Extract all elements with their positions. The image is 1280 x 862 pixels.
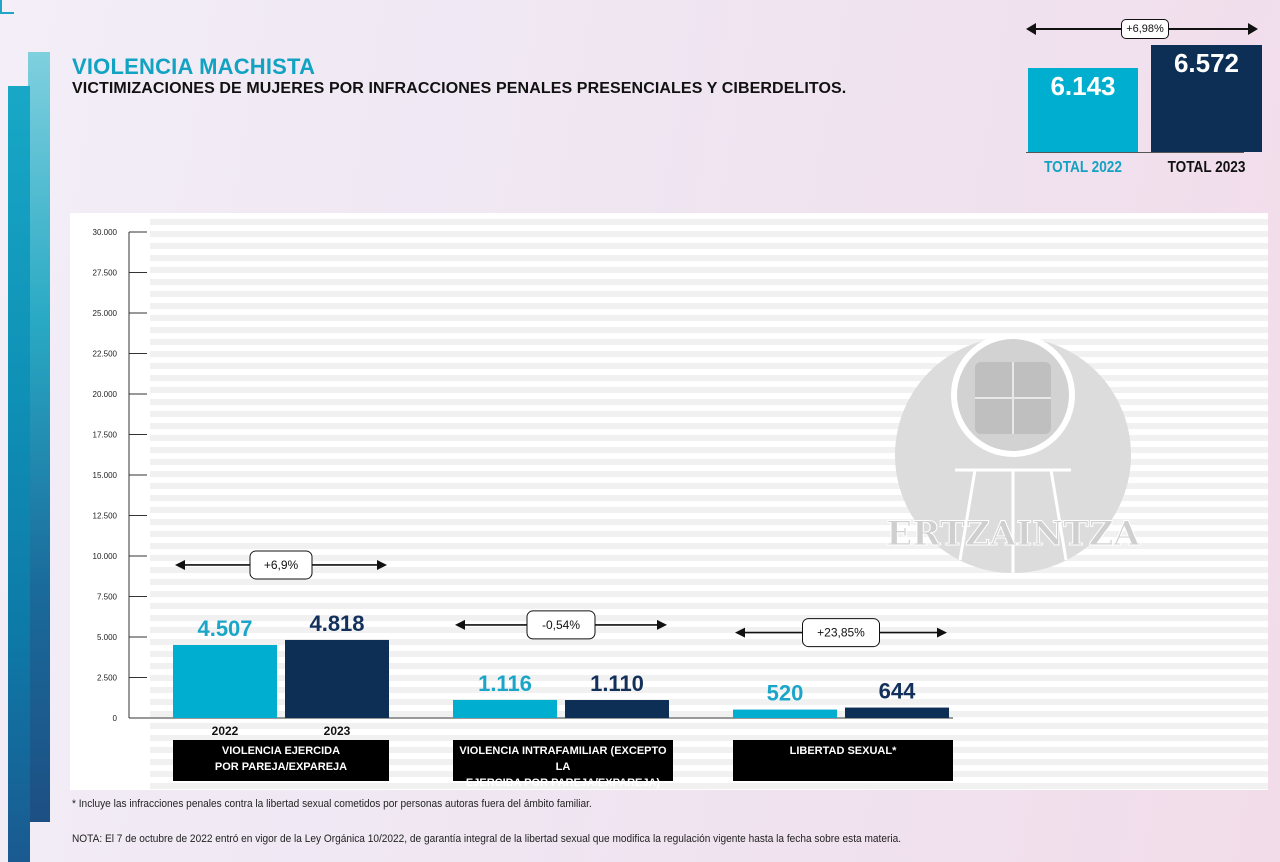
change-badge xyxy=(526,610,596,640)
bar-2022 xyxy=(173,644,277,718)
footnote-note: NOTA: El 7 de octubre de 2022 entró en v… xyxy=(72,833,902,845)
y-tick-label: 30.000 xyxy=(93,228,118,237)
change-badge xyxy=(802,618,880,648)
decorative-side-bar xyxy=(28,52,50,822)
category-label-box: VIOLENCIA INTRAFAMILIAR (EXCEPTO LA EJERC… xyxy=(453,740,673,789)
corner-mark xyxy=(0,0,14,14)
change-badge xyxy=(249,550,313,580)
totals-baseline xyxy=(1026,152,1244,153)
y-tick-label: 5.000 xyxy=(97,633,118,642)
bar-2022 xyxy=(733,709,837,718)
total-value-2023: 6.572 xyxy=(1173,48,1240,78)
bar-2022 xyxy=(453,699,557,718)
category-label-line: VIOLENCIA EJERCIDA xyxy=(221,745,341,757)
bar-2023 xyxy=(285,639,389,718)
y-tick-label: 17.500 xyxy=(93,431,118,440)
page-title: VIOLENCIA MACHISTA xyxy=(72,54,316,79)
category-label-box: VIOLENCIA EJERCIDA POR PAREJA/EXPAREJA xyxy=(173,740,389,781)
decorative-side-bar-inner xyxy=(8,86,30,862)
bar-value-label: 1.116 xyxy=(478,671,532,696)
x-series-label: 2022 xyxy=(212,724,239,738)
y-tick-label: 2.500 xyxy=(97,674,118,683)
totals-change-badge: +6,98% xyxy=(1121,19,1169,39)
change-badge-text: +23,85% xyxy=(817,626,865,640)
total-label-2022: TOTAL 2022 xyxy=(1044,159,1122,176)
category-label-line: VIOLENCIA INTRAFAMILIAR (EXCEPTO LA xyxy=(459,745,667,773)
y-tick-label: 22.500 xyxy=(93,350,118,359)
total-bar-2022 xyxy=(1028,68,1138,152)
arrow-head-left xyxy=(175,559,185,570)
y-tick-label: 12.500 xyxy=(93,512,118,521)
y-tick-label: 15.000 xyxy=(93,471,118,480)
page-subtitle: VICTIMIZACIONES DE MUJERES POR INFRACCIO… xyxy=(72,80,847,97)
y-tick-label: 27.500 xyxy=(93,269,118,278)
y-tick-label: 25.000 xyxy=(93,309,118,318)
total-bar-2023 xyxy=(1151,45,1262,152)
axis-area xyxy=(70,213,150,790)
y-tick-label: 0 xyxy=(113,714,118,723)
arrow-head-left xyxy=(455,619,465,630)
watermark-text: ERTZAINTZA xyxy=(886,514,1140,554)
arrow-head-left xyxy=(735,627,745,638)
bar-2023 xyxy=(565,700,669,718)
arrow-head-right xyxy=(377,559,387,570)
bar-value-label: 520 xyxy=(767,681,804,706)
y-tick-label: 7.500 xyxy=(97,593,118,602)
bar-2023 xyxy=(845,707,949,718)
change-badge-text: +6,9% xyxy=(264,558,299,572)
arrow-head-right xyxy=(657,619,667,630)
x-series-label: 2023 xyxy=(324,724,351,738)
bar-value-label: 4.507 xyxy=(197,616,252,641)
total-value-2022: 6.143 xyxy=(1050,71,1116,101)
bar-value-label: 1.110 xyxy=(590,671,644,696)
y-tick-label: 10.000 xyxy=(93,552,118,561)
category-label-line: LIBERTAD SEXUAL* xyxy=(789,745,897,757)
change-badge-text: -0,54% xyxy=(542,618,580,632)
bar-value-label: 4.818 xyxy=(309,611,364,636)
bar-value-label: 644 xyxy=(879,679,916,704)
category-label-box: LIBERTAD SEXUAL* xyxy=(733,740,953,781)
total-label-2023: TOTAL 2023 xyxy=(1167,159,1246,176)
ertzaintza-watermark: ERTZAINTZA xyxy=(886,333,1141,575)
y-tick-label: 20.000 xyxy=(93,390,118,399)
category-label-line: EJERCIDA POR PAREJA/EXPAREJA) xyxy=(465,777,661,789)
footnote-asterisk: * Incluye las infracciones penales contr… xyxy=(72,798,592,810)
category-label-line: POR PAREJA/EXPAREJA xyxy=(214,761,348,773)
arrow-head-right xyxy=(937,627,947,638)
